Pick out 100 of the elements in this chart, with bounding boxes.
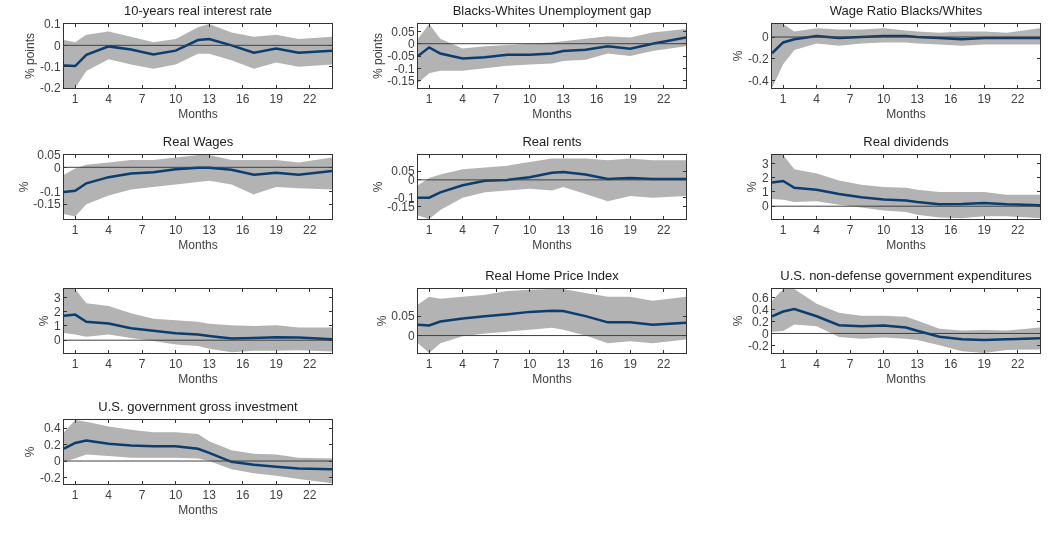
- x-tick-label: 22: [302, 223, 317, 238]
- x-tick-label: 10: [168, 357, 183, 372]
- y-tick-label: -0.1: [39, 59, 61, 74]
- y-axis-title: %: [745, 181, 760, 193]
- x-tick-label: 13: [202, 223, 217, 238]
- y-tick-label: -0.2: [747, 51, 769, 66]
- y-tick-label: 2: [761, 170, 769, 185]
- y-axis-title: %: [374, 315, 389, 327]
- x-tick-label: 7: [138, 92, 146, 107]
- x-tick-label: 19: [269, 357, 284, 372]
- y-tick-label: 3: [761, 156, 769, 171]
- y-tick-label: 0: [761, 30, 769, 45]
- x-tick-label: 13: [910, 92, 925, 107]
- line-series: [772, 307, 1040, 342]
- x-tick-label: 4: [459, 92, 467, 107]
- x-tick-label: 1: [779, 357, 787, 372]
- x-tick-label: 22: [656, 223, 671, 238]
- x-tick-label: 4: [459, 357, 467, 372]
- chart-title: U.S. non-defense government expenditures: [780, 268, 1033, 284]
- chart-title: 10-years real interest rate: [123, 3, 273, 19]
- x-tick-label: 19: [623, 92, 638, 107]
- line-series: [64, 37, 332, 68]
- x-tick-label: 22: [1010, 92, 1025, 107]
- x-tick-label: 4: [105, 223, 113, 238]
- x-tick-label: 16: [589, 223, 604, 238]
- x-tick-label: 7: [138, 223, 146, 238]
- y-tick-label: -0.4: [747, 73, 769, 88]
- x-axis-title: Months: [532, 107, 572, 122]
- y-tick-label: -0.1: [39, 185, 61, 200]
- chart-title: Blacks-Whites Unemployment gap: [452, 3, 652, 19]
- x-tick-label: 10: [876, 357, 891, 372]
- x-tick-label: 10: [876, 92, 891, 107]
- x-tick-label: 13: [556, 92, 571, 107]
- line-series: [418, 309, 686, 327]
- x-tick-label: 16: [589, 357, 604, 372]
- x-axis-title: Months: [886, 238, 926, 253]
- x-tick-label: 7: [138, 357, 146, 372]
- x-tick-label: 16: [235, 357, 250, 372]
- x-tick-label: 4: [813, 92, 821, 107]
- y-axis-title: %: [731, 50, 746, 62]
- y-tick-label: 0: [761, 326, 769, 341]
- x-tick-label: 4: [105, 488, 113, 503]
- x-axis-title: Months: [178, 238, 218, 253]
- x-tick-label: 4: [813, 357, 821, 372]
- x-tick-label: 22: [1010, 357, 1025, 372]
- chart-title: U.S. government gross investment: [98, 399, 299, 415]
- chart-title: Real Home Price Index: [485, 268, 620, 284]
- line-series: [64, 439, 332, 471]
- y-tick-label: 1: [761, 185, 769, 200]
- x-tick-label: 22: [302, 357, 317, 372]
- x-tick-label: 16: [235, 488, 250, 503]
- x-tick-label: 7: [846, 92, 854, 107]
- x-tick-label: 13: [202, 488, 217, 503]
- chart-title: Wage Ratio Blacks/Whites: [829, 3, 983, 19]
- x-tick-label: 1: [71, 357, 79, 372]
- x-tick-label: 16: [235, 223, 250, 238]
- y-tick-label: -0.2: [39, 81, 61, 96]
- y-axis-title: % points: [23, 32, 38, 80]
- y-tick-label: 1: [53, 319, 61, 334]
- x-tick-label: 19: [269, 92, 284, 107]
- y-tick-label: 0.2: [43, 437, 61, 452]
- x-tick-label: 22: [302, 92, 317, 107]
- x-tick-label: 4: [105, 92, 113, 107]
- y-tick-label: 0.1: [43, 17, 61, 32]
- y-tick-label: -0.15: [33, 197, 61, 212]
- y-tick-label: 3: [53, 290, 61, 305]
- x-tick-label: 13: [202, 92, 217, 107]
- x-tick-label: 19: [623, 357, 638, 372]
- x-axis-title: Months: [178, 107, 218, 122]
- y-tick-label: -0.05: [387, 49, 415, 64]
- x-tick-label: 16: [235, 92, 250, 107]
- x-tick-label: 10: [876, 223, 891, 238]
- y-tick-label: 0: [53, 454, 61, 469]
- x-tick-label: 19: [977, 92, 992, 107]
- x-tick-label: 1: [425, 223, 433, 238]
- y-tick-label: -0.2: [39, 470, 61, 485]
- x-tick-label: 1: [779, 92, 787, 107]
- x-tick-label: 22: [1010, 223, 1025, 238]
- chart-title: Real Wages: [162, 134, 234, 150]
- x-tick-label: 22: [302, 488, 317, 503]
- x-axis-title: Months: [532, 372, 572, 387]
- x-tick-label: 19: [269, 223, 284, 238]
- x-tick-label: 7: [846, 223, 854, 238]
- y-tick-label: 0.4: [43, 421, 61, 436]
- y-tick-label: -0.2: [747, 338, 769, 353]
- x-tick-label: 16: [943, 357, 958, 372]
- x-tick-label: 1: [71, 488, 79, 503]
- x-tick-label: 4: [105, 357, 113, 372]
- x-axis-title: Months: [178, 503, 218, 518]
- x-tick-label: 1: [425, 92, 433, 107]
- y-tick-label: 0: [407, 328, 415, 343]
- x-tick-label: 22: [656, 357, 671, 372]
- y-tick-label: 0.05: [391, 309, 415, 324]
- line-series: [772, 179, 1040, 207]
- x-tick-label: 10: [522, 223, 537, 238]
- x-tick-label: 1: [425, 357, 433, 372]
- chart-title: Real dividends: [863, 134, 950, 150]
- x-tick-label: 19: [269, 488, 284, 503]
- x-tick-label: 13: [910, 223, 925, 238]
- x-tick-label: 1: [71, 92, 79, 107]
